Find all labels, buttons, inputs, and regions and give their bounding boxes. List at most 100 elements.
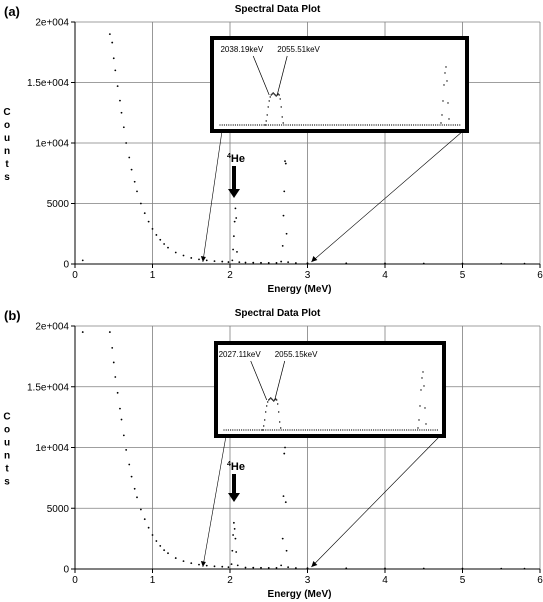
inset-baseline-point — [393, 124, 395, 126]
inset-baseline-point — [391, 124, 393, 126]
inset-baseline-point — [358, 124, 360, 126]
inset-baseline-point — [243, 124, 245, 126]
inset-baseline-point — [285, 124, 287, 126]
inset-baseline-point — [347, 124, 349, 126]
inset-peak-label: 2055.15keV — [275, 350, 318, 359]
inset-baseline-point — [291, 429, 293, 431]
data-point — [231, 549, 234, 552]
he4-label: 4He — [227, 461, 245, 473]
data-point — [232, 534, 235, 536]
inset-baseline-point — [395, 429, 397, 431]
inset-baseline-point — [353, 429, 355, 431]
data-point — [139, 202, 142, 205]
data-point — [284, 162, 287, 165]
inset-peak-point — [267, 401, 269, 403]
inset-peak-point — [419, 405, 421, 407]
inset-baseline-point — [327, 124, 329, 126]
x-tick-label: 1 — [150, 575, 156, 586]
inset-peak-point — [447, 102, 449, 104]
inset-baseline-point — [402, 124, 404, 126]
inset-baseline-point — [258, 429, 260, 431]
inset-baseline-point — [359, 429, 361, 431]
y-tick-label: 1e+004 — [35, 139, 69, 150]
inset-baseline-point — [371, 124, 373, 126]
zoom-line — [311, 130, 464, 263]
x-axis-label: Energy (MeV) — [268, 284, 332, 295]
inset-peak-point — [420, 389, 422, 391]
data-point — [159, 545, 162, 547]
data-point — [523, 567, 526, 570]
data-point — [120, 111, 123, 114]
inset-baseline-point — [424, 124, 426, 126]
inset-baseline-point — [333, 429, 335, 431]
inset-baseline-point — [403, 429, 405, 431]
inset-baseline-point — [289, 429, 291, 431]
data-point — [167, 552, 169, 555]
inset-baseline-point — [265, 124, 267, 126]
data-point — [345, 262, 348, 265]
data-point — [163, 549, 166, 552]
data-point — [122, 434, 125, 437]
inset-baseline-point — [452, 124, 454, 126]
inset-baseline-point — [379, 429, 381, 431]
inset-baseline-point — [337, 429, 339, 431]
inset-baseline-point — [342, 124, 344, 126]
data-point — [155, 234, 158, 236]
data-point — [260, 566, 262, 569]
data-point — [221, 565, 224, 568]
inset-peak-point — [265, 120, 267, 122]
inset-baseline-point — [450, 124, 452, 126]
x-tick-label: 4 — [382, 575, 388, 586]
inset-baseline-point — [419, 429, 421, 431]
inset-baseline-point — [313, 429, 315, 431]
inset-baseline-point — [426, 124, 428, 126]
x-tick-label: 6 — [537, 270, 543, 281]
data-point — [284, 160, 286, 163]
inset-baseline-point — [430, 124, 432, 126]
inset-baseline-point — [388, 124, 390, 126]
data-point — [267, 566, 270, 569]
data-point — [108, 33, 111, 35]
data-point — [287, 261, 290, 264]
inset-baseline-point — [287, 429, 289, 431]
data-point — [294, 262, 297, 264]
inset-baseline-point — [261, 124, 263, 126]
inset-baseline-point — [296, 124, 298, 126]
inset-peak-point — [270, 397, 272, 399]
inset-baseline-point — [298, 124, 300, 126]
y-tick-label: 0 — [63, 565, 69, 576]
data-point — [236, 251, 238, 253]
data-point — [234, 207, 237, 210]
chart-b: (b) Spectral Data Plot 0 1 2 3 4 5 6 0 5000 1e+004 1… — [3, 308, 543, 600]
inset-baseline-point — [305, 124, 307, 126]
inset-peak-point — [266, 405, 268, 407]
data-point — [116, 85, 119, 88]
data-point — [159, 238, 162, 241]
data-point — [120, 418, 123, 421]
zoom-arrowhead — [200, 256, 206, 262]
inset-baseline-point — [282, 429, 284, 431]
inset-baseline-point — [294, 124, 296, 126]
panel-label: (b) — [4, 308, 21, 323]
inset-baseline-point — [375, 124, 377, 126]
inset-baseline-point — [309, 429, 311, 431]
inset-baseline-point — [300, 124, 302, 126]
inset-baseline-point — [408, 124, 410, 126]
data-point — [422, 567, 425, 570]
inset-baseline-point — [406, 124, 408, 126]
inset-baseline-point — [344, 429, 346, 431]
inset-baseline-point — [417, 429, 419, 431]
inset-baseline-point — [311, 429, 313, 431]
inset-baseline-point — [316, 124, 318, 126]
inset-baseline-point — [296, 429, 298, 431]
inset-baseline-point — [454, 124, 456, 126]
inset-peak-point — [445, 66, 447, 68]
data-point — [500, 567, 503, 570]
inset-baseline-point — [236, 429, 238, 431]
inset-baseline-point — [221, 124, 223, 126]
inset-baseline-point — [386, 124, 388, 126]
inset-peak-point — [417, 427, 419, 429]
inset-baseline-point — [272, 124, 274, 126]
inset-peak-point — [275, 95, 277, 97]
inset-baseline-point — [430, 429, 432, 431]
